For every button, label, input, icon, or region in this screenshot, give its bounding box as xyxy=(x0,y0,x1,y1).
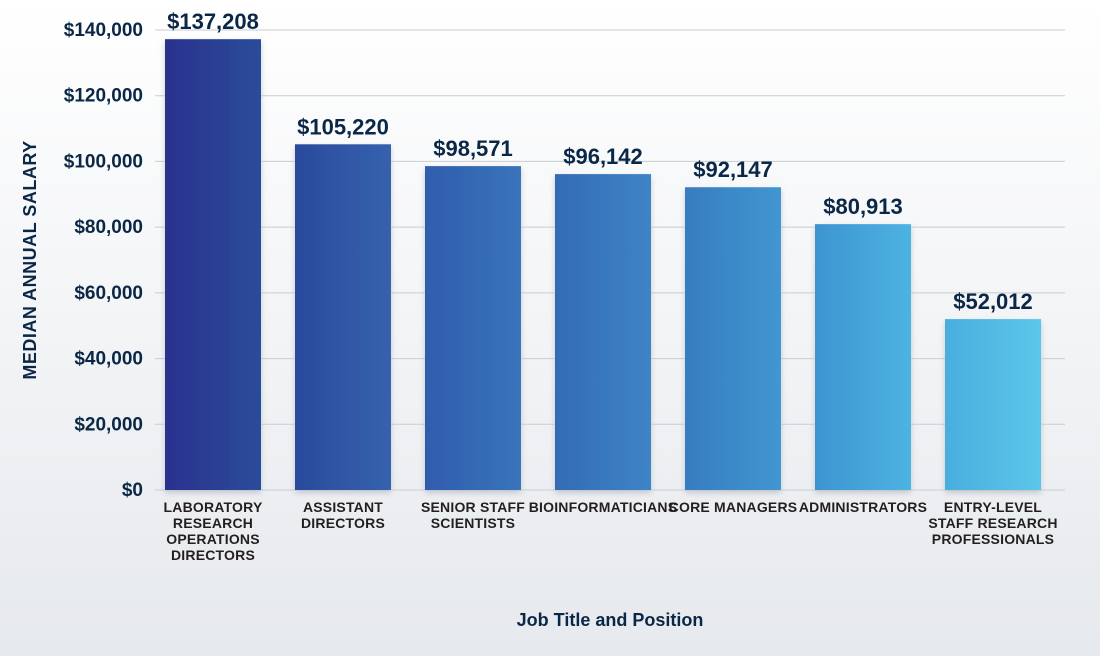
bar-category-label: ASSISTANT xyxy=(303,499,383,515)
bar-value-label: $96,142 xyxy=(563,144,643,169)
bar-category-label: BIOINFORMATICIANS xyxy=(529,499,678,515)
bar-value-label: $92,147 xyxy=(693,157,773,182)
y-tick-label: $140,000 xyxy=(64,20,143,41)
bar-value-label: $105,220 xyxy=(297,114,389,139)
bar xyxy=(295,144,391,490)
bar-category-label: STAFF RESEARCH xyxy=(928,515,1057,531)
bar-category-label: SENIOR STAFF xyxy=(421,499,525,515)
bar-category-label: RESEARCH xyxy=(173,515,253,531)
bar xyxy=(945,319,1041,490)
bar xyxy=(815,224,911,490)
y-tick-label: $0 xyxy=(122,480,143,501)
bar-category-label: ADMINISTRATORS xyxy=(799,499,927,515)
y-tick-label: $100,000 xyxy=(64,151,143,172)
bar-value-label: $98,571 xyxy=(433,136,513,161)
bar-category-label: PROFESSIONALS xyxy=(932,531,1054,547)
y-axis-title: MEDIAN ANNUAL SALARY xyxy=(20,140,40,379)
bar-category-label: DIRECTORS xyxy=(301,515,385,531)
bar-category-label: DIRECTORS xyxy=(171,547,255,563)
y-tick-label: $40,000 xyxy=(74,349,143,370)
chart-svg: $0 $20,000 $40,000 $60,000 $80,000 $100,000 $1… xyxy=(0,0,1100,656)
bar-category-label: LABORATORY xyxy=(164,499,263,515)
bar-category-label: ENTRY-LEVEL xyxy=(944,499,1042,515)
y-tick-label: $80,000 xyxy=(74,217,143,238)
x-axis-title: Job Title and Position xyxy=(517,610,704,630)
bar-value-label: $52,012 xyxy=(953,289,1033,314)
y-tick-label: $120,000 xyxy=(64,86,143,107)
bar-category-label: OPERATIONS xyxy=(166,531,260,547)
bar xyxy=(165,39,261,490)
bar xyxy=(555,174,651,490)
salary-bar-chart: $0 $20,000 $40,000 $60,000 $80,000 $100,000 $1… xyxy=(0,0,1100,656)
bar-category-label: SCIENTISTS xyxy=(431,515,515,531)
bar-value-label: $137,208 xyxy=(167,9,259,34)
bar xyxy=(685,187,781,490)
bar-category-label: CORE MANAGERS xyxy=(669,499,798,515)
bar xyxy=(425,166,521,490)
y-tick-label: $20,000 xyxy=(74,414,143,435)
y-tick-label: $60,000 xyxy=(74,283,143,304)
bar-value-label: $80,913 xyxy=(823,194,903,219)
